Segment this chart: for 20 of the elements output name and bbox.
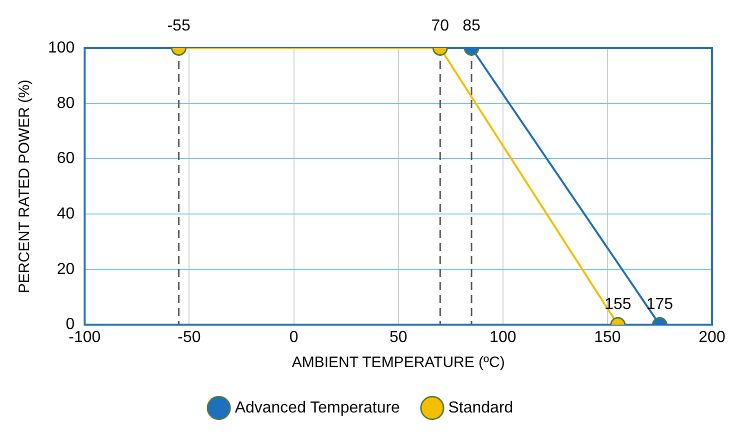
x-tick-label: 150	[594, 328, 621, 346]
x-axis-title: AMBIENT TEMPERATURE (ºC)	[292, 354, 505, 372]
x-tick-label: 200	[698, 328, 726, 346]
y-axis-title: PERCENT RATED POWER (%)	[16, 80, 34, 294]
legend-label: Standard	[448, 399, 514, 416]
x-tick-label: -50	[178, 328, 201, 346]
y-tick-label: 40	[56, 205, 75, 222]
ref-line-label: 70	[431, 17, 450, 34]
y-tick-label: 20	[56, 260, 75, 278]
annotation: 155	[604, 296, 632, 314]
x-tick-label: 100	[490, 328, 516, 346]
y-tick-label: 100	[48, 39, 75, 56]
legend-label: Advanced Temperature	[234, 399, 400, 416]
annotation: 175	[646, 296, 674, 314]
y-tick-label: 80	[56, 94, 75, 112]
x-tick-label: 0	[289, 328, 298, 346]
y-tick-label: 60	[56, 150, 75, 168]
ref-line-label: -55	[167, 17, 190, 34]
x-tick-label: 50	[389, 328, 408, 346]
ref-line-label: 85	[462, 17, 481, 34]
